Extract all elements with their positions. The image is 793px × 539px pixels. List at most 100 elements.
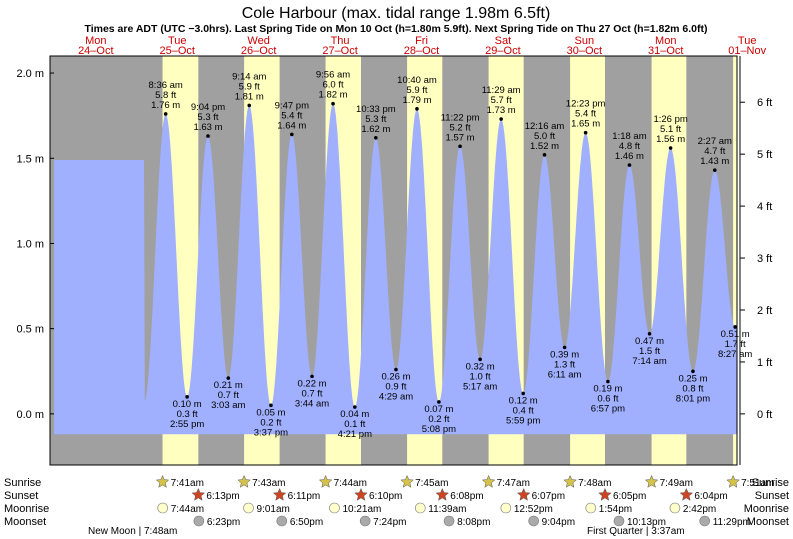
row-label-left: Sunset [4, 490, 38, 502]
tide-label-line: 1:26 pm [653, 114, 687, 125]
tide-label-line: 0.32 m [466, 361, 495, 372]
day-header-date: 26–Oct [241, 45, 276, 57]
moonset-icon [443, 515, 455, 527]
row-label-right: Sunrise [752, 477, 789, 489]
sunrise-icon [563, 474, 577, 488]
plot-border [49, 55, 738, 466]
tide-label-line: 6.0 ft [322, 80, 343, 91]
row-label-right: Sunset [755, 490, 789, 502]
day-header-date: 29–Oct [485, 45, 520, 57]
tide-extreme-dot [627, 163, 632, 167]
tide-label-line: 1.79 m [402, 95, 431, 106]
tide-label-line: 7:14 am [632, 356, 666, 367]
tide-label-line: 5.1 ft [660, 124, 681, 135]
moonrise-time: 12:52pm [514, 504, 553, 515]
tide-label-line: 4:21 pm [338, 429, 372, 440]
moonrise-time: 10:21am [342, 504, 381, 515]
tide-label-line: 1.65 m [571, 119, 600, 130]
day-header-weekday: Mon [655, 35, 676, 47]
sunset-time: 6:08pm [450, 491, 483, 502]
tide-extreme-dot [353, 405, 357, 409]
tide-label-line: 4:29 am [379, 392, 413, 403]
tide-extreme-dot [163, 112, 168, 116]
row-label-left: Moonset [4, 516, 46, 528]
tide-extreme-dot [226, 376, 231, 380]
tide-label-line: 5.0 ft [534, 131, 555, 142]
tide-extreme-dot [542, 153, 547, 157]
tide-label-line: 1.64 m [277, 120, 306, 131]
tide-extreme-dot [733, 325, 737, 329]
moonrise-icon [500, 502, 512, 514]
tide-labels: 8:36 am5.8 ft1.76 m 0.10 m0.3 ft2:55 pm 9:… [149, 70, 753, 440]
tide-label-line: 6:57 pm [591, 403, 625, 414]
sunrise-icon [644, 474, 659, 488]
moonset-time: 9:04pm [542, 517, 575, 528]
tide-label-line: 10:40 am [397, 75, 437, 86]
y-tick-label-m: 0.0 m [16, 409, 44, 421]
day-header-date: 24–Oct [78, 45, 113, 57]
tide-label-line: 0.7 ft [301, 388, 322, 399]
y-tick-label-m: 1.0 m [16, 238, 44, 250]
day-header-weekday: Tue [738, 35, 757, 47]
tide-label-line: 0.21 m [214, 380, 243, 391]
moonrise-icon [585, 502, 597, 514]
sunrise-icon [155, 474, 170, 488]
tide-extreme-dot [458, 144, 462, 149]
sunset-time: 6:13pm [206, 491, 239, 502]
moonset-icon [276, 515, 288, 527]
tide-label-line: 0.3 ft [177, 409, 198, 420]
chart-title: Cole Harbour (max. tidal range 1.98m 6.5… [242, 5, 551, 22]
tide-label-line: 5:59 pm [506, 415, 540, 426]
tide-label-line: 6:11 am [548, 369, 582, 380]
tide-extreme-dot [290, 132, 294, 137]
tide-label-line: 0.51 m [721, 329, 750, 340]
day-header-date: 30–Oct [567, 45, 602, 57]
sunrise-icon [318, 474, 333, 488]
moonset-icon [528, 515, 539, 527]
tide-extreme-dot [394, 367, 398, 372]
tide-label-line: 0.2 ft [428, 414, 449, 425]
y-axis-meters: 0.0 m 0.5 m 1.0 m 1.5 m 2.0 m [16, 68, 54, 421]
sunset-icon [516, 487, 531, 501]
moonset-time: 8:08pm [457, 517, 490, 528]
sunrise-time: 7:49am [660, 478, 693, 489]
moonrise-time: 1:54pm [599, 504, 632, 515]
row-label-left: Sunrise [4, 477, 41, 489]
tide-extreme-dot [562, 345, 567, 350]
tide-label-line: 1.43 m [700, 156, 729, 167]
tide-label-line: 5.9 ft [239, 81, 260, 92]
tide-label-line: 0.05 m [256, 407, 285, 418]
tide-label-line: 1.63 m [193, 122, 222, 133]
tide-extreme-dot [269, 403, 273, 408]
tide-label-line: 1.82 m [319, 90, 348, 101]
day-header-date: 27–Oct [322, 45, 357, 57]
tide-label-line: 1:18 am [612, 131, 646, 142]
sunrise-time: 7:48am [578, 478, 611, 489]
tide-label-line: 0.4 ft [513, 405, 534, 416]
tide-label-line: 0.2 ft [260, 417, 281, 428]
y-tick-label-ft: 2 ft [757, 305, 772, 317]
moon-phases: New Moon | 7:48am First Quarter | 3:37am [88, 526, 685, 537]
tide-label-line: 2:55 pm [170, 419, 204, 430]
y-tick-label-ft: 6 ft [757, 97, 772, 109]
y-tick-label-m: 1.5 m [16, 153, 44, 165]
tide-extreme-dot [206, 134, 210, 138]
tide-label-line: 9:47 pm [275, 100, 309, 111]
moonrise-time: 7:44am [171, 504, 204, 515]
moonset-icon [359, 515, 371, 527]
tide-label-line: 1.57 m [446, 132, 475, 143]
sunrise-icon [481, 474, 496, 488]
tide-label-line: 0.10 m [173, 399, 202, 410]
tide-label-line: 12:16 am [525, 121, 565, 132]
day-header-weekday: Fri [415, 35, 428, 47]
y-axis-feet: 0 ft 1 ft 2 ft 3 ft 4 ft 5 ft 6 ft [740, 97, 772, 421]
moonset-icon [613, 515, 625, 527]
tide-label-line: 1.73 m [487, 105, 516, 116]
sunrise-time: 7:51am [741, 478, 774, 489]
row-label-right: Moonset [747, 516, 789, 528]
day-header-weekday: Thu [331, 35, 350, 47]
sunset-icon [354, 487, 368, 501]
tide-label-line: 10:33 pm [356, 104, 396, 115]
tide-extreme-dot [247, 103, 252, 108]
tide-label-line: 0.7 ft [218, 390, 239, 401]
